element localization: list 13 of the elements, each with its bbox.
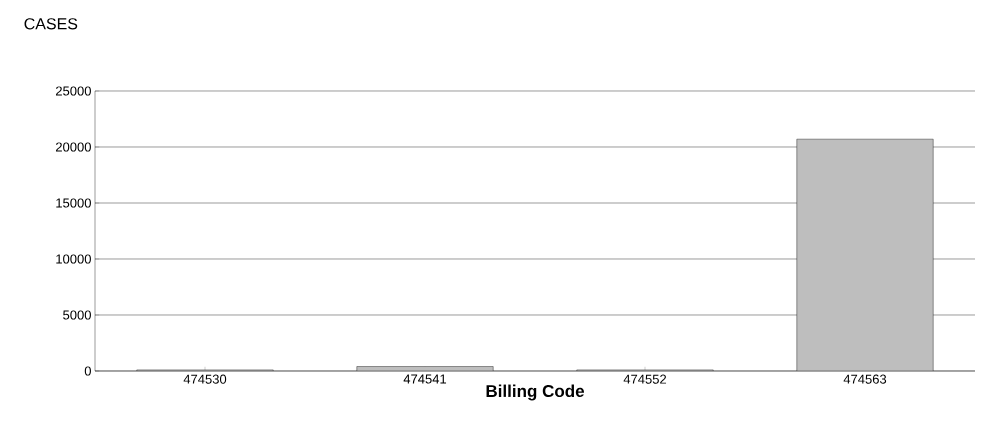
x-tick-label: 474563 [843, 374, 887, 384]
bar [796, 138, 934, 371]
x-tick-label: 474552 [623, 374, 667, 384]
y-tick-label: 10000 [56, 254, 91, 264]
y-axis-title: CASES [24, 18, 78, 30]
x-tick-label: 474530 [183, 374, 227, 384]
y-tick-label: 25000 [55, 86, 91, 96]
y-tick-label: 5000 [63, 310, 91, 320]
x-tick-label: 474541 [403, 374, 447, 384]
x-axis-title: Billing Code [486, 384, 585, 401]
y-tick-label: 20000 [55, 142, 91, 152]
y-tick-label: 15000 [56, 198, 91, 208]
y-tick-label: 0 [84, 366, 91, 376]
